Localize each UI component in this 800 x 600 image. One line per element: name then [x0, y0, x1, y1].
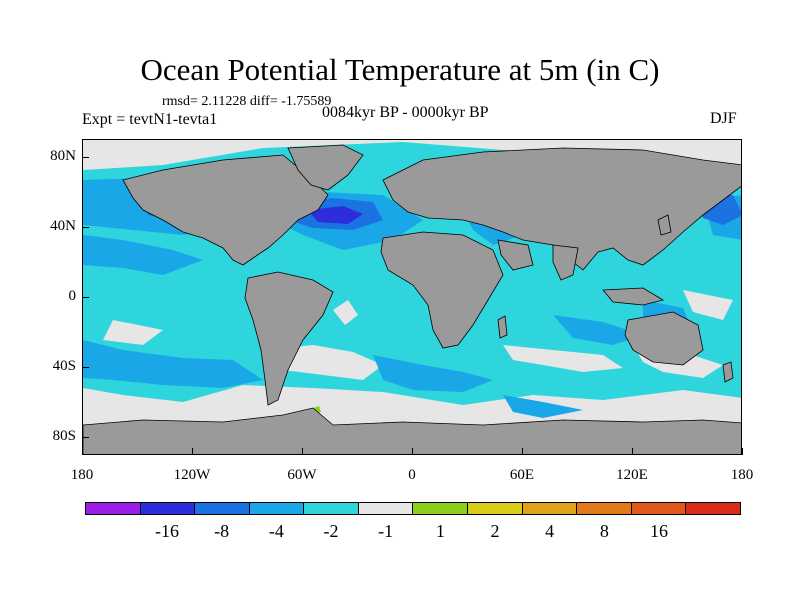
- lat-tick-mark: [82, 156, 89, 158]
- lat-tick-mark: [82, 437, 89, 439]
- colorbar-swatch: [522, 503, 578, 514]
- colorbar-swatch: [631, 503, 687, 514]
- lon-tick-mark: [302, 448, 303, 455]
- greenland: [287, 144, 364, 191]
- new-zealand: [722, 361, 734, 383]
- colorbar-tick-label: 16: [650, 521, 668, 541]
- colorbar-tick-label: -1: [378, 521, 394, 541]
- experiment-label: Expt = tevtN1-tevta1: [82, 111, 218, 128]
- lat-tick-mark: [82, 226, 89, 228]
- time-period-label: 0084kyr BP - 0000kyr BP: [322, 104, 489, 121]
- lon-tick-label: 60E: [509, 467, 535, 483]
- lon-tick-label: 180: [730, 467, 754, 483]
- colorbar-swatch: [195, 503, 250, 514]
- lon-tick-label: 180: [70, 467, 94, 483]
- lat-tick-label: 0: [68, 288, 77, 304]
- lon-tick-label: 0: [408, 467, 416, 483]
- map-title: Ocean Potential Temperature at 5m (in C): [140, 52, 660, 87]
- colorbar-tick-label: 4: [545, 521, 555, 541]
- india: [552, 244, 579, 281]
- colorbar-swatch: [358, 503, 414, 514]
- lon-tick-mark: [632, 448, 633, 455]
- map-panel: [82, 139, 742, 455]
- colorbar-tick-label: 1: [435, 521, 445, 541]
- lon-tick-mark: [742, 448, 743, 455]
- indonesia: [602, 287, 665, 306]
- north-america: [122, 154, 329, 266]
- lon-tick-mark: [192, 448, 193, 455]
- eurasia: [382, 147, 741, 271]
- lat-tick-mark: [82, 297, 89, 298]
- arabia: [497, 239, 534, 271]
- lat-tick-label: 40S: [52, 358, 76, 375]
- colorbar-tick-label: -4: [268, 521, 284, 541]
- lon-tick-label: 120E: [616, 467, 648, 483]
- lon-tick-label: 120W: [173, 467, 211, 483]
- season-label: DJF: [710, 110, 737, 127]
- lat-tick-label: 40N: [50, 217, 76, 234]
- colorbar-tick-label: -8: [214, 521, 230, 541]
- rmsd-diff-stats: rmsd= 2.11228 diff= -1.75589: [162, 94, 332, 109]
- colorbar-swatch: [304, 503, 359, 514]
- antarctica: [83, 407, 741, 454]
- lat-tick-label: 80S: [52, 428, 76, 445]
- land-masses: [83, 144, 741, 454]
- colorbar-swatch: [686, 503, 740, 514]
- africa: [380, 231, 504, 349]
- colorbar-swatch: [577, 503, 632, 514]
- lat-tick-mark: [82, 367, 89, 369]
- south-america: [244, 271, 334, 406]
- australia: [624, 311, 704, 366]
- colorbar-tick-label: 2: [490, 521, 500, 541]
- madagascar: [497, 315, 508, 339]
- colorbar-tick-label: -2: [323, 521, 339, 541]
- colorbar-swatch: [413, 503, 469, 514]
- lon-tick-label: 60W: [287, 467, 317, 483]
- lat-tick-label: 80N: [50, 147, 76, 164]
- lon-tick-mark: [82, 448, 83, 455]
- colorbar-swatch: [140, 503, 196, 514]
- colorbar-tick-label: 8: [599, 521, 609, 541]
- lon-tick-mark: [522, 448, 523, 455]
- ocean-temperature-field: [83, 140, 741, 454]
- colorbar: [85, 502, 741, 515]
- colorbar-swatch: [249, 503, 305, 514]
- colorbar-swatch: [86, 503, 141, 514]
- lon-tick-mark: [412, 448, 413, 455]
- colorbar-swatch: [468, 503, 523, 514]
- japan: [657, 214, 672, 236]
- colorbar-tick-label: -16: [155, 521, 179, 541]
